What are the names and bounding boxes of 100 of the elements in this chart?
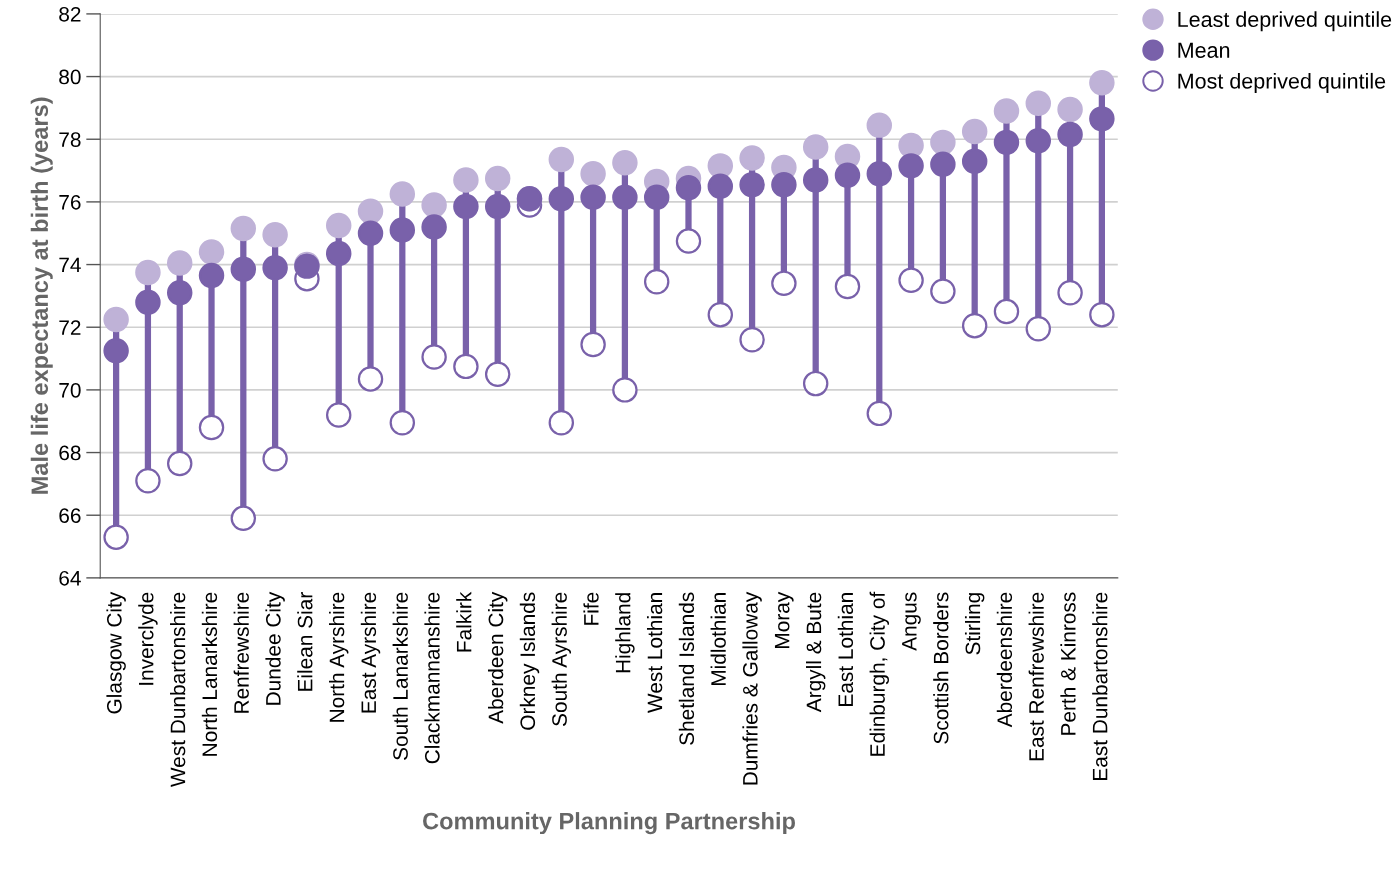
x-tick-label: Edinburgh, City of	[869, 591, 889, 756]
point	[1057, 280, 1083, 306]
point	[580, 184, 606, 210]
x-tick-label: East Renfrewshire	[1028, 592, 1044, 761]
point	[739, 145, 765, 171]
x-tick-label: West Dunbartonshire	[170, 592, 186, 787]
point	[325, 240, 352, 267]
point	[548, 186, 575, 212]
point	[135, 259, 161, 286]
x-tick-label: Moray	[774, 591, 794, 648]
point	[643, 269, 670, 295]
x-tick-label: Inverclyde	[138, 592, 158, 685]
point	[548, 410, 575, 436]
point	[230, 215, 257, 242]
point	[898, 132, 924, 159]
point	[325, 212, 352, 239]
point	[930, 278, 956, 304]
point	[262, 222, 288, 248]
x-axis-title: Community Planning Partnership	[423, 812, 795, 835]
x-tick-label: Aberdeen City	[487, 591, 508, 724]
point	[739, 327, 765, 353]
y-tick-label: 72	[59, 320, 81, 335]
x-tick-label: South Lanarkshire	[392, 592, 408, 760]
y-tick-label: 64	[59, 570, 81, 586]
point	[262, 446, 288, 472]
point	[548, 146, 575, 173]
y-tick-label: 66	[59, 508, 81, 523]
point	[961, 148, 988, 174]
point	[771, 171, 797, 198]
y-tick-label: 74	[59, 257, 81, 273]
point	[1057, 121, 1083, 148]
point	[103, 306, 129, 333]
point	[707, 301, 734, 328]
point	[898, 267, 924, 293]
point	[771, 270, 797, 297]
point	[1089, 70, 1115, 96]
point	[166, 450, 193, 477]
point	[484, 193, 511, 220]
point	[580, 160, 606, 187]
point	[993, 298, 1020, 325]
point	[103, 338, 129, 364]
point	[421, 214, 447, 240]
point	[1057, 96, 1083, 123]
point	[421, 192, 447, 218]
point	[325, 402, 352, 428]
point	[166, 250, 193, 276]
point	[230, 256, 257, 282]
point	[675, 175, 702, 201]
x-tick-label: Fife	[583, 592, 599, 625]
legend-label: Mean	[1178, 42, 1230, 58]
point	[1025, 90, 1052, 116]
point	[230, 505, 257, 532]
point	[930, 151, 956, 178]
point	[135, 289, 161, 315]
point	[612, 377, 638, 403]
y-axis-title: Male life expectancy at birth (years)	[30, 97, 53, 494]
point	[389, 181, 416, 207]
point	[993, 98, 1020, 124]
x-tick-label: Stirling	[964, 593, 985, 655]
x-tick-label: Falkirk	[456, 591, 472, 652]
point	[1025, 128, 1052, 154]
x-tick-label: East Ayrshire	[360, 592, 381, 713]
legend-label: Most deprived quintile	[1178, 72, 1386, 93]
point	[453, 353, 479, 380]
y-tick-label: 76	[59, 194, 81, 210]
point	[198, 262, 225, 289]
point	[707, 153, 734, 179]
x-tick-label: Argyll & Bute	[805, 592, 826, 713]
point	[612, 184, 638, 210]
point	[993, 129, 1020, 156]
point	[675, 228, 702, 254]
x-tick-label: East Dunbartonshire	[1092, 592, 1108, 780]
x-tick-label: Orkney Islands	[519, 592, 540, 730]
point	[834, 162, 861, 188]
y-tick-label: 78	[59, 132, 81, 147]
y-tick-label: 80	[59, 69, 81, 85]
point	[135, 468, 161, 494]
x-tick-label: Angus	[902, 592, 921, 651]
point	[802, 370, 829, 397]
y-tick-label: 70	[59, 382, 81, 398]
point	[1025, 316, 1052, 342]
x-tick-label: West Lothian	[646, 593, 663, 713]
point	[866, 160, 893, 187]
point	[643, 184, 670, 210]
point	[198, 239, 225, 265]
point	[103, 524, 129, 550]
point	[739, 171, 765, 198]
x-tick-label: Aberdeenshire	[996, 592, 1013, 728]
x-tick-label: Midlothian	[710, 593, 726, 686]
x-tick-label: Perth & Kinross	[1060, 592, 1076, 735]
point	[707, 173, 734, 199]
point	[357, 198, 384, 225]
point	[930, 129, 956, 156]
point	[802, 134, 829, 160]
point	[389, 217, 416, 243]
x-tick-label: South Ayrshire	[551, 592, 572, 726]
x-tick-label: Dundee City	[265, 591, 285, 705]
point	[802, 167, 829, 193]
y-tick-label: 68	[59, 445, 81, 461]
point	[866, 112, 893, 138]
